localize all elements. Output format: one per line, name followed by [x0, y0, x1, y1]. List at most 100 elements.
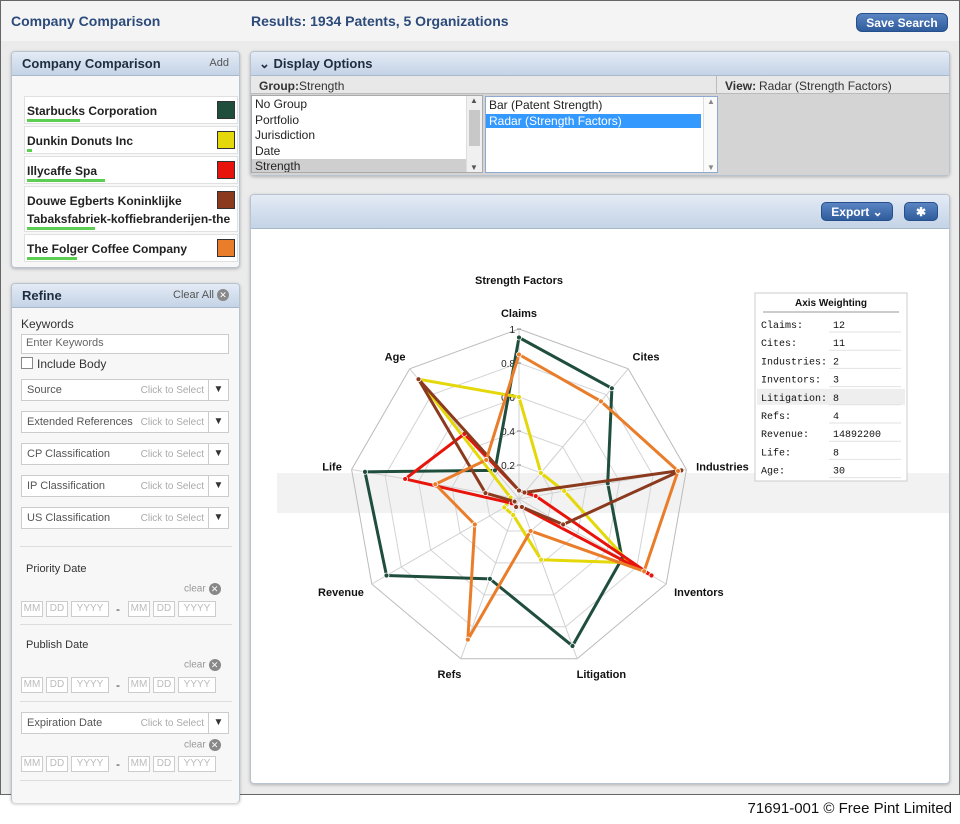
filter-select[interactable]: US Classification Click to Select ▼: [21, 507, 229, 529]
company-item[interactable]: Illycaffe Spa: [24, 156, 238, 184]
date-mm-input[interactable]: MM: [21, 756, 43, 772]
view-header: View: Radar (Strength Factors): [717, 76, 949, 94]
data-point: [516, 394, 522, 400]
clear-label: clear: [184, 739, 206, 751]
data-point: [532, 493, 539, 499]
date-yyyy-input[interactable]: YYYY: [71, 756, 109, 772]
color-swatch[interactable]: [217, 101, 235, 119]
priority-date-clear[interactable]: clear ✕: [184, 583, 221, 595]
date-yyyy-input[interactable]: YYYY: [178, 601, 216, 617]
group-listbox[interactable]: No Group Portfolio Jurisdiction Date Strengt…: [251, 95, 483, 173]
color-swatch[interactable]: [217, 239, 235, 257]
export-label: Export: [831, 205, 870, 219]
group-option[interactable]: Portfolio: [255, 112, 300, 127]
date-mm-input[interactable]: MM: [128, 601, 150, 617]
filter-select[interactable]: IP Classification Click to Select ▼: [21, 475, 229, 497]
date-dd-input[interactable]: DD: [153, 677, 175, 693]
data-point: [521, 489, 528, 496]
legend-value: 14892200: [833, 430, 881, 441]
chevron-down-icon: ▼: [208, 444, 228, 464]
scroll-down-icon[interactable]: ▼: [707, 163, 715, 172]
axis-label: Revenue: [318, 587, 364, 599]
select-label: Extended References: [27, 416, 133, 428]
scroll-up-icon[interactable]: ▲: [707, 97, 715, 106]
chevron-down-icon: ▼: [208, 476, 228, 496]
date-yyyy-input[interactable]: YYYY: [71, 601, 109, 617]
filter-select[interactable]: Source Click to Select ▼: [21, 379, 229, 401]
scroll-down-icon[interactable]: ▼: [470, 163, 478, 172]
select-hint: Click to Select: [140, 417, 204, 428]
group-option[interactable]: Jurisdiction: [255, 128, 316, 142]
scroll-thumb[interactable]: [469, 110, 480, 146]
chart-toolbar: Export ⌄ ✱: [251, 195, 949, 229]
grid-ring: [384, 362, 654, 628]
group-label: Group:: [259, 79, 299, 93]
series-line: [433, 353, 680, 642]
filter-select[interactable]: Extended References Click to Select ▼: [21, 411, 229, 433]
legend-label: Claims:: [761, 320, 803, 332]
legend-row-highlight: [757, 388, 905, 405]
group-option[interactable]: No Group: [255, 97, 308, 111]
settings-button[interactable]: ✱: [904, 202, 938, 221]
chevron-down-icon: ▼: [208, 508, 228, 528]
axis-label: Litigation: [577, 669, 627, 681]
add-company-link[interactable]: Add: [209, 57, 229, 69]
panel-header: Refine Clear All ✕: [12, 284, 239, 308]
view-option[interactable]: Radar (Strength Factors): [486, 113, 701, 128]
publish-date-label: Publish Date: [26, 639, 89, 651]
include-body-checkbox[interactable]: [21, 357, 33, 369]
tick-label: 0.4: [501, 427, 515, 438]
view-listbox[interactable]: Bar (Patent Strength) Radar (Strength Fac…: [485, 96, 718, 173]
data-point: [501, 504, 508, 511]
filter-select[interactable]: CP Classification Click to Select ▼: [21, 443, 229, 465]
date-yyyy-input[interactable]: YYYY: [178, 756, 216, 772]
company-item[interactable]: Douwe Egberts Koninklijke Tabaksfabriek-k…: [24, 186, 238, 232]
expiration-date-select[interactable]: Expiration Date Click to Select ▼: [21, 712, 229, 734]
date-dd-input[interactable]: DD: [46, 601, 68, 617]
save-search-button[interactable]: Save Search: [856, 13, 948, 32]
expiration-date-clear[interactable]: clear ✕: [184, 739, 221, 751]
panel-header[interactable]: ⌄ Display Options: [251, 52, 949, 76]
date-dd-input[interactable]: DD: [153, 601, 175, 617]
company-item[interactable]: The Folger Coffee Company: [24, 234, 238, 262]
date-mm-input[interactable]: MM: [21, 601, 43, 617]
grid-ring: [351, 328, 687, 660]
group-option[interactable]: Date: [255, 143, 281, 158]
legend-label: Age:: [761, 467, 785, 478]
data-point: [483, 457, 490, 463]
date-dd-input[interactable]: DD: [46, 756, 68, 772]
date-mm-input[interactable]: MM: [128, 677, 150, 693]
legend-value: 8: [833, 394, 839, 405]
scrollbar[interactable]: ▲ ▼: [703, 97, 717, 172]
chart-panel: Export ⌄ ✱ Strength Factors Claims Cites In…: [250, 194, 950, 784]
color-swatch[interactable]: [217, 131, 235, 149]
include-body-label: Include Body: [37, 357, 107, 371]
date-mm-input[interactable]: MM: [21, 677, 43, 693]
company-item[interactable]: Dunkin Donuts Inc: [24, 126, 238, 154]
clear-all-link[interactable]: Clear All ✕: [173, 289, 229, 302]
keywords-input[interactable]: Enter Keywords: [21, 334, 229, 354]
company-item[interactable]: Starbucks Corporation: [24, 96, 238, 124]
view-option[interactable]: Bar (Patent Strength): [489, 98, 603, 112]
chevron-down-icon: ▼: [208, 380, 228, 400]
date-yyyy-input[interactable]: YYYY: [178, 677, 216, 693]
clear-all-label: Clear All: [173, 289, 214, 301]
panel-title: Refine: [22, 288, 62, 303]
date-yyyy-input[interactable]: YYYY: [71, 677, 109, 693]
date-mm-input[interactable]: MM: [128, 756, 150, 772]
color-swatch[interactable]: [217, 161, 235, 179]
select-label: US Classification: [27, 512, 111, 524]
export-button[interactable]: Export ⌄: [821, 202, 893, 221]
publish-date-clear[interactable]: clear ✕: [184, 659, 221, 671]
color-swatch[interactable]: [217, 191, 235, 209]
data-point: [560, 521, 567, 528]
scrollbar[interactable]: ▲ ▼: [466, 96, 482, 172]
group-option[interactable]: Strength: [252, 159, 468, 172]
date-dd-input[interactable]: DD: [153, 756, 175, 772]
scroll-up-icon[interactable]: ▲: [470, 96, 478, 105]
refine-panel: Refine Clear All ✕ Keywords Enter Keyword…: [11, 283, 240, 803]
select-label: Expiration Date: [27, 717, 103, 729]
clear-label: clear: [184, 659, 206, 671]
date-dd-input[interactable]: DD: [46, 677, 68, 693]
group-header: Group: Strength: [251, 76, 717, 94]
